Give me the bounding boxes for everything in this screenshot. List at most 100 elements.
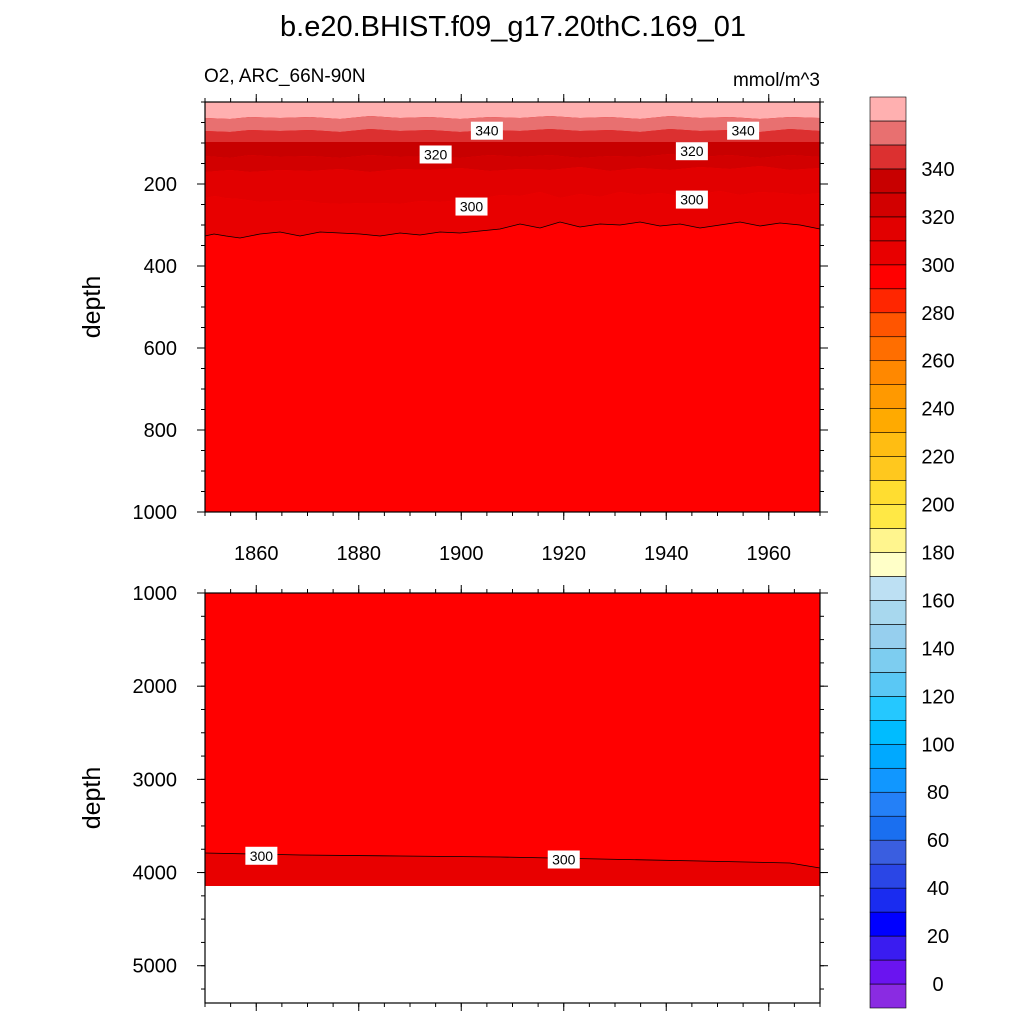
colorbar-label: 180 (921, 543, 954, 565)
x-tick-label: 1880 (337, 543, 382, 565)
colorbar-label: 60 (927, 830, 949, 852)
upper-panel: 340 340 320 320 300 300 200 400 600 800 1000 1860… (78, 94, 828, 565)
upper-y-axis: 200 400 600 800 1000 (133, 101, 828, 524)
contour-label-text: 340 (731, 123, 755, 139)
colorbar-label: 120 (921, 686, 954, 708)
colorbar-swatch (869, 216, 907, 242)
colorbar-label: 340 (921, 159, 954, 181)
colorbar-label: 40 (927, 878, 949, 900)
contour-label-text: 300 (552, 852, 576, 868)
contour-label-box (675, 190, 708, 209)
y-tick-label: 4000 (133, 863, 178, 885)
colorbar-swatch (869, 264, 907, 290)
colorbar-swatch (869, 480, 907, 505)
colorbar-swatch (869, 863, 907, 889)
lower-contour-labels: 300 300 (245, 846, 580, 869)
colorbar-swatch (869, 791, 907, 817)
colorbar-swatch (869, 408, 907, 433)
contour-label-box (727, 121, 760, 140)
colorbar-label: 220 (921, 447, 954, 469)
colorbar-swatch (869, 600, 907, 625)
units-label: mmol/m^3 (733, 70, 820, 91)
contour-label: 340 (470, 121, 503, 140)
upper-y-axis-label: depth (78, 276, 106, 339)
colorbar-label: 260 (921, 351, 954, 373)
colorbar-swatch (869, 552, 907, 577)
colorbar-swatch (869, 168, 907, 194)
colorbar-swatch (869, 743, 907, 769)
colorbar-swatch (869, 336, 907, 362)
colorbar-swatch (869, 312, 907, 338)
y-tick-label: 400 (144, 256, 177, 278)
colorbar-swatch (869, 839, 907, 865)
upper-contour-labels: 340 340 320 320 300 300 (419, 121, 760, 216)
colorbar-label: 200 (921, 495, 954, 517)
band-300-high (205, 166, 820, 204)
contour-label-box (455, 197, 488, 216)
colorbar-label: 160 (921, 590, 954, 612)
colorbar-swatch (869, 648, 907, 673)
lower-panel-fill (205, 593, 820, 886)
contour-label-text: 300 (680, 192, 704, 208)
band-340-plus (205, 102, 820, 119)
colorbar-label: 0 (932, 974, 943, 996)
lower-x-axis (204, 585, 821, 1011)
contour-label: 300 (675, 190, 708, 209)
x-tick-label: 1860 (234, 543, 279, 565)
colorbar-swatch (869, 96, 907, 122)
contour-label: 320 (675, 142, 708, 161)
y-tick-label: 800 (144, 420, 177, 442)
colorbar-swatch (869, 720, 907, 745)
variable-region-label: O2, ARC_66N-90N (204, 66, 366, 87)
contour-label-box (470, 121, 503, 140)
contour-label-box (245, 846, 278, 865)
y-tick-label: 3000 (133, 769, 178, 791)
lower-panel: 300 300 1000 2000 3000 4000 5000 depth (78, 583, 828, 1011)
colorbar-swatch (869, 767, 907, 793)
contour-label-box (419, 145, 452, 164)
colorbar-swatch (869, 983, 907, 1009)
colorbar-swatch (869, 360, 907, 385)
colorbar-label: 20 (927, 926, 949, 948)
band-320-high (205, 129, 820, 142)
colorbar-label: 280 (921, 303, 954, 325)
y-tick-label: 200 (144, 174, 177, 196)
band-330 (205, 116, 820, 132)
colorbar-swatch (869, 384, 907, 409)
y-tick-label: 5000 (133, 956, 178, 978)
contour-label-box (675, 142, 708, 161)
colorbar-swatch (869, 672, 907, 697)
band-300 (205, 191, 820, 238)
colorbar-label: 100 (921, 734, 954, 756)
colorbar-swatch (869, 504, 907, 529)
colorbar-label: 240 (921, 399, 954, 421)
colorbar-swatch (869, 456, 907, 481)
contour-label: 300 (547, 850, 580, 869)
contour-label: 300 (455, 197, 488, 216)
colorbar-swatch (869, 887, 907, 913)
x-tick-label: 1900 (439, 543, 484, 565)
contour-label-text: 300 (460, 199, 484, 215)
colorbar-label: 300 (921, 255, 954, 277)
lower-band-300 (205, 853, 820, 886)
chart-title: b.e20.BHIST.f09_g17.20thC.169_01 (280, 11, 746, 43)
colorbar-label: 80 (927, 782, 949, 804)
x-tick-label: 1920 (542, 543, 587, 565)
colorbar-swatch (869, 911, 907, 937)
y-tick-label: 600 (144, 338, 177, 360)
x-tick-label: 1940 (644, 543, 689, 565)
contour-label-text: 340 (475, 123, 499, 139)
colorbar-swatch (869, 432, 907, 457)
colorbar-label: 140 (921, 638, 954, 660)
y-tick-label: 1000 (133, 583, 178, 605)
colorbar-swatch (869, 815, 907, 841)
colorbar-swatch (869, 120, 907, 146)
colorbar-label: 320 (921, 207, 954, 229)
colorbar-swatch (869, 624, 907, 649)
y-tick-label: 2000 (133, 676, 178, 698)
colorbar-swatch (869, 192, 907, 218)
upper-x-axis: 1860 1880 1900 1920 1940 1960 (204, 94, 821, 565)
lower-y-axis: 1000 2000 3000 4000 5000 (133, 583, 828, 990)
band-320 (205, 142, 820, 158)
